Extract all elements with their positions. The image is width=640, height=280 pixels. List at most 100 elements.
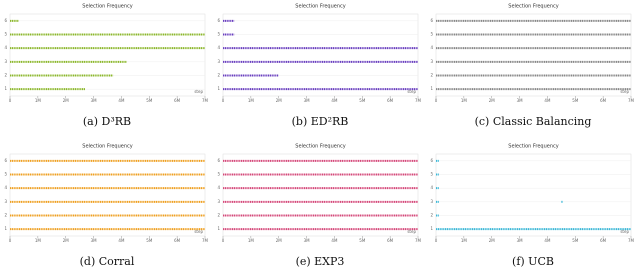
x-tick-label: 3M — [91, 98, 98, 103]
x-tick-label: 3M — [91, 238, 98, 243]
y-tick-label: 5 — [217, 32, 220, 37]
y-tick-label: 5 — [430, 32, 433, 37]
y-tick-label: 3 — [4, 199, 7, 204]
y-tick-label: 1 — [430, 226, 433, 231]
x-tick-label: 6M — [600, 238, 607, 243]
plot-area — [435, 13, 632, 97]
y-tick-label: 1 — [217, 226, 220, 231]
x-tick-label: 6M — [387, 98, 394, 103]
y-tick-label: 3 — [430, 199, 433, 204]
caption: (e) EXP3 — [296, 255, 345, 268]
x-tick-label: 1M — [461, 98, 468, 103]
y-tick-label: 2 — [4, 73, 7, 78]
x-tick-label: 0 — [435, 98, 438, 103]
x-tick-label: 0 — [435, 238, 438, 243]
x-tick-label: 7M — [628, 238, 635, 243]
x-tick-label: 7M — [415, 98, 422, 103]
x-tick-label: 5M — [146, 98, 153, 103]
y-tick-label: 2 — [430, 213, 433, 218]
y-tick-label: 6 — [217, 18, 220, 23]
y-tick-label: 4 — [430, 45, 433, 50]
y-tick-label: 4 — [217, 45, 220, 50]
x-tick-label: 2M — [489, 238, 496, 243]
x-tick-label: 2M — [63, 238, 70, 243]
x-tick-label: 3M — [304, 98, 311, 103]
x-tick-label: 1M — [35, 98, 42, 103]
x-tick-label: 0 — [9, 98, 12, 103]
y-tick-label: 4 — [4, 45, 7, 50]
x-tick-label: 1M — [461, 238, 468, 243]
y-tick-label: 2 — [217, 73, 220, 78]
x-tick-label: 4M — [331, 98, 338, 103]
caption: (d) Corral — [80, 255, 135, 268]
x-tick-label: 2M — [489, 98, 496, 103]
x-tick-label: 0 — [9, 238, 12, 243]
x-tick-label: 4M — [331, 238, 338, 243]
x-tick-label: 3M — [517, 98, 524, 103]
plot-area — [222, 13, 419, 97]
x-tick-label: 6M — [174, 98, 181, 103]
x-axis-label: step — [407, 229, 416, 234]
y-tick-label: 2 — [4, 213, 7, 218]
y-tick-label: 1 — [217, 86, 220, 91]
x-tick-label: 5M — [572, 238, 579, 243]
x-tick-label: 4M — [118, 238, 125, 243]
x-tick-label: 5M — [146, 238, 153, 243]
x-tick-label: 2M — [276, 238, 283, 243]
caption: (c) Classic Balancing — [475, 115, 592, 128]
y-tick-label: 5 — [430, 172, 433, 177]
plot-area — [9, 13, 206, 97]
y-tick-label: 6 — [430, 18, 433, 23]
x-tick-label: 4M — [544, 238, 551, 243]
chart-title: Selection Frequency — [295, 4, 346, 10]
x-tick-label: 1M — [248, 98, 255, 103]
y-tick-label: 2 — [217, 213, 220, 218]
chart-title: Selection Frequency — [82, 4, 133, 10]
x-axis-label: step — [620, 89, 629, 94]
x-tick-label: 3M — [517, 238, 524, 243]
plot-area — [435, 153, 632, 237]
y-tick-label: 6 — [4, 18, 7, 23]
caption: (a) D³RB — [83, 115, 131, 128]
x-tick-label: 7M — [202, 238, 209, 243]
y-tick-label: 6 — [217, 158, 220, 163]
x-tick-label: 1M — [248, 238, 255, 243]
y-tick-label: 3 — [217, 59, 220, 64]
x-tick-label: 5M — [572, 98, 579, 103]
x-tick-label: 0 — [222, 238, 225, 243]
x-tick-label: 0 — [222, 98, 225, 103]
x-axis-label: step — [194, 89, 203, 94]
chart-title: Selection Frequency — [508, 144, 559, 150]
y-tick-label: 4 — [430, 185, 433, 190]
y-tick-label: 5 — [4, 32, 7, 37]
x-tick-label: 4M — [118, 98, 125, 103]
y-tick-label: 5 — [217, 172, 220, 177]
chart-title: Selection Frequency — [508, 4, 559, 10]
y-tick-label: 1 — [4, 86, 7, 91]
x-tick-label: 2M — [276, 98, 283, 103]
y-tick-label: 1 — [430, 86, 433, 91]
y-tick-label: 4 — [4, 185, 7, 190]
x-axis-label: step — [194, 229, 203, 234]
x-tick-label: 7M — [415, 238, 422, 243]
chart-title: Selection Frequency — [82, 144, 133, 150]
x-tick-label: 3M — [304, 238, 311, 243]
caption: (f) UCB — [512, 255, 554, 268]
y-tick-label: 6 — [430, 158, 433, 163]
y-tick-label: 4 — [217, 185, 220, 190]
caption: (b) ED²RB — [292, 115, 349, 128]
y-tick-label: 6 — [4, 158, 7, 163]
y-tick-label: 5 — [4, 172, 7, 177]
x-tick-label: 6M — [387, 238, 394, 243]
x-tick-label: 6M — [174, 238, 181, 243]
y-tick-label: 2 — [430, 73, 433, 78]
x-axis-label: step — [620, 229, 629, 234]
y-tick-label: 3 — [217, 199, 220, 204]
x-tick-label: 4M — [544, 98, 551, 103]
plot-area — [222, 153, 419, 237]
y-tick-label: 1 — [4, 226, 7, 231]
plot-area — [9, 153, 206, 237]
y-tick-label: 3 — [4, 59, 7, 64]
x-tick-label: 5M — [359, 238, 366, 243]
